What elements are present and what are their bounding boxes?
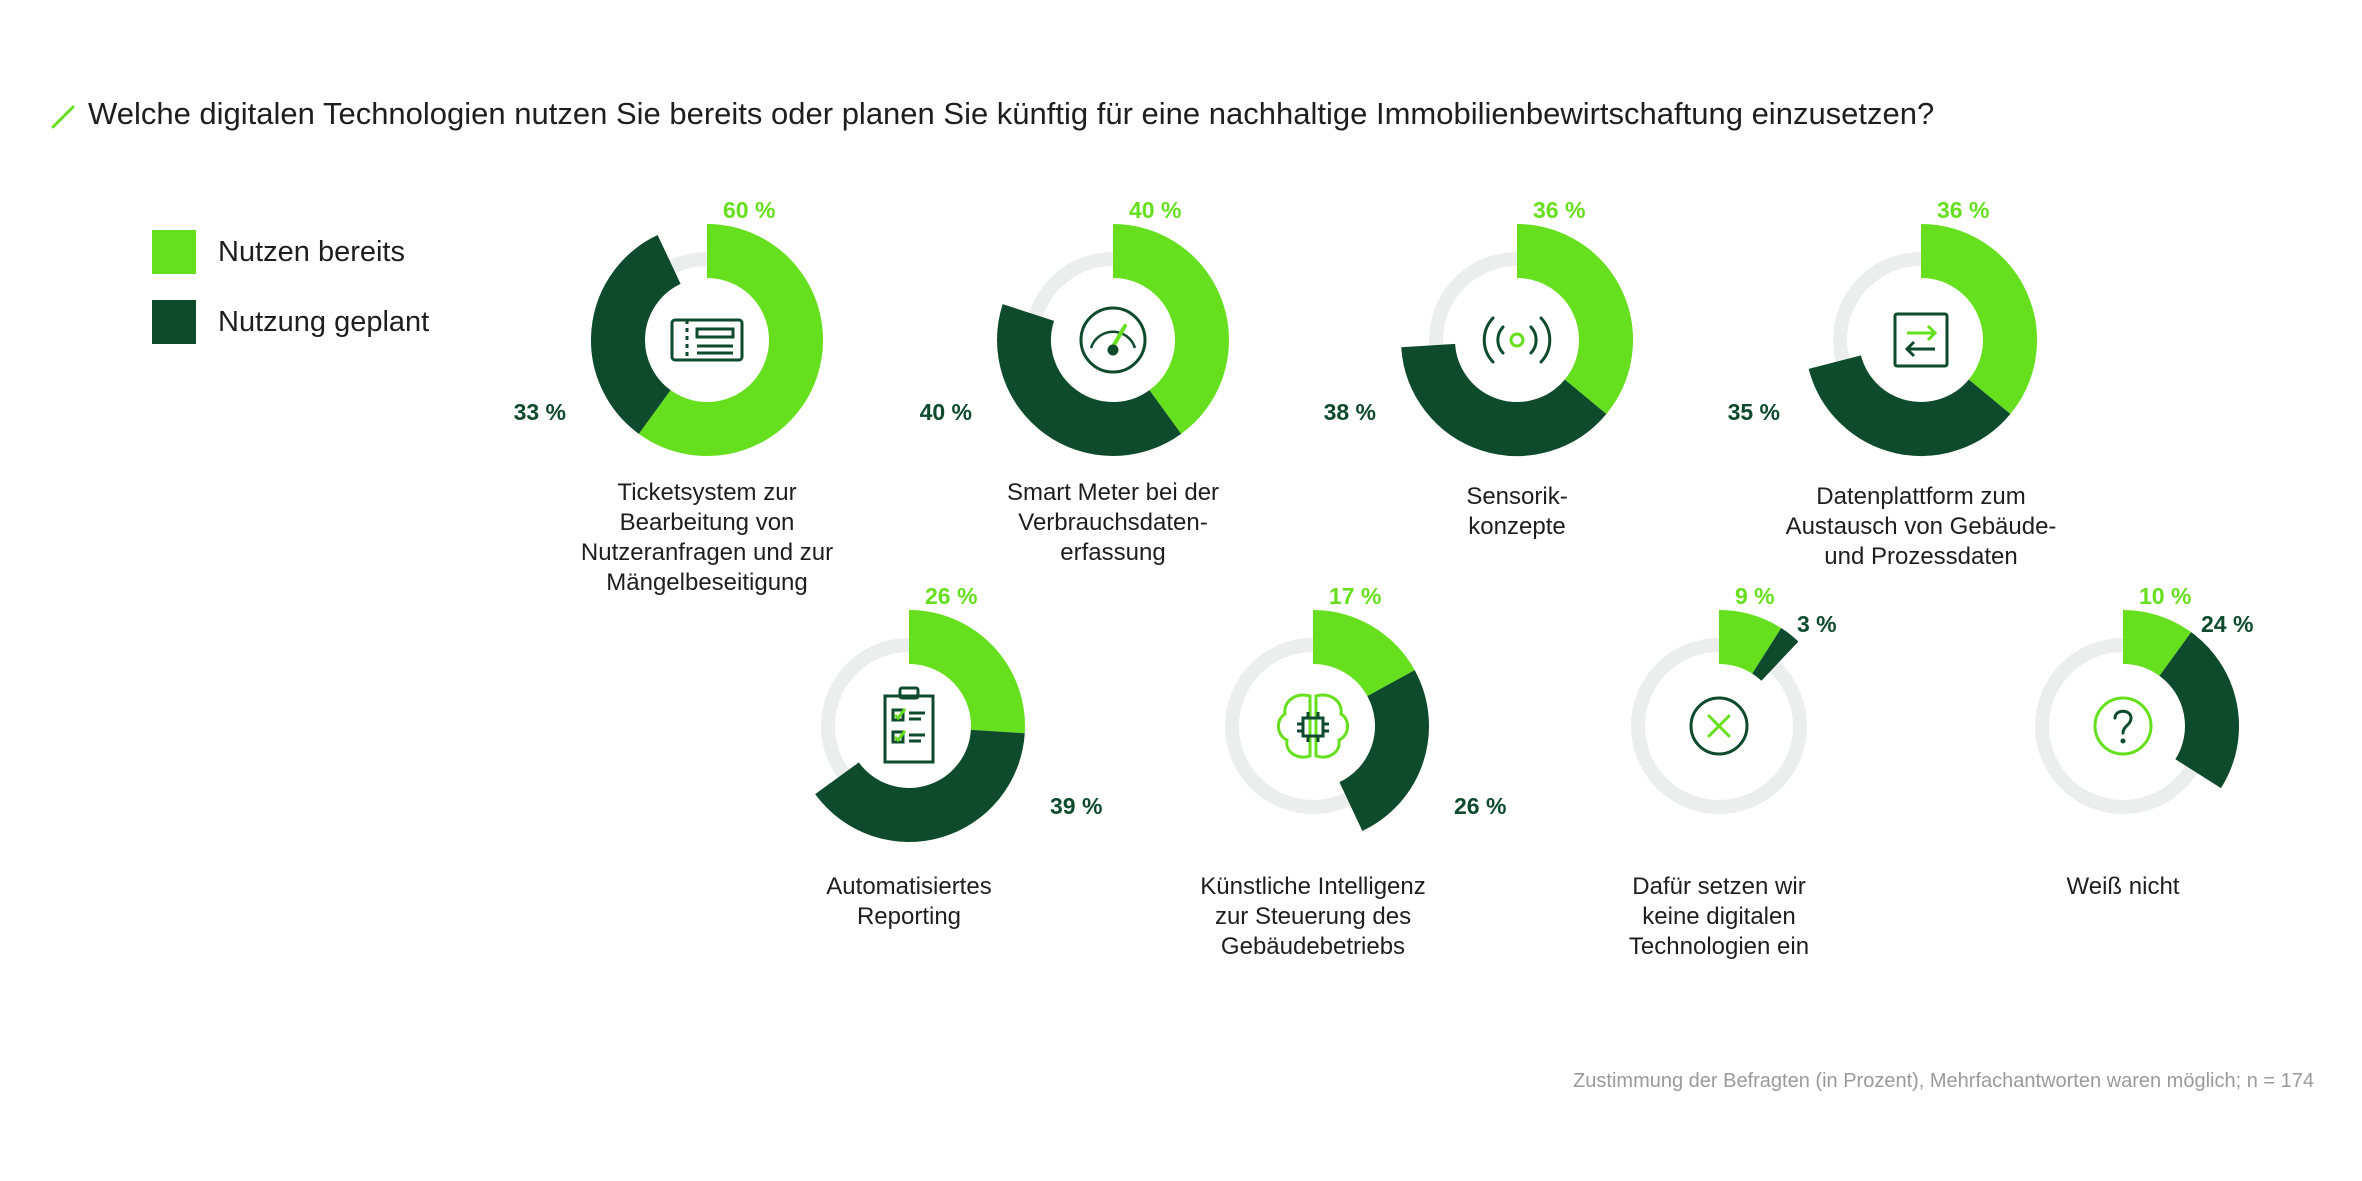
footnote: Zustimmung der Befragten (in Prozent), M… [1573,1070,2314,1092]
caption-ki: Künstliche Intelligenz zur Steuerung des G… [1133,872,1493,962]
donut-ki [1225,610,1429,831]
caption-line: Technologien ein [1628,933,1810,960]
label-used-smart-meter: 40 % [1129,197,1181,223]
caption-line: Reporting [856,903,962,930]
caption-keine: Dafür setzen wir keine digitalen Technolog… [1539,872,1899,962]
caption-smart-meter: Smart Meter bei der Verbrauchsdaten-erfas… [933,478,1293,568]
label-planned-reporting: 39 % [1050,793,1102,819]
label-used-ki: 17 % [1329,583,1381,609]
caption-line: Mängelbeseitigung [606,569,808,596]
label-planned-ticketsystem: 33 % [514,399,566,425]
caption-line: Weiß nicht [2066,873,2180,900]
caption-line: Verbrauchsdaten- [1018,509,1208,536]
icon-smart-meter [1079,306,1147,374]
caption-line: Bearbeitung von [619,509,795,536]
caption-reporting: Automatisiertes Reporting [729,872,1089,932]
slice-planned-weiss-nicht [2158,632,2239,789]
donut-datenplattform [1808,224,2037,456]
caption-line: Dafür setzen wir [1632,873,1806,900]
label-planned-ki: 26 % [1454,793,1506,819]
icon-ticketsystem [670,318,744,362]
caption-weiss-nicht: Weiß nicht [1943,872,2303,902]
slice-used-sensorik [1515,224,1633,414]
caption-line: Austausch von Gebäude- [1785,513,2057,540]
slice-planned-ki [1338,670,1429,831]
label-planned-datenplattform: 35 % [1728,399,1780,425]
legend-swatch-planned [152,300,196,344]
slice-used-datenplattform [1919,224,2037,414]
caption-line: keine digitalen [1642,903,1796,930]
caption-line: Nutzeranfragen und zur [580,539,834,566]
caption-line: Gebäudebetriebs [1220,933,1406,960]
label-planned-sensorik: 38 % [1324,399,1376,425]
caption-ticketsystem: Ticketsystem zur Bearbeitung von Nutzeranf… [527,478,887,598]
label-used-datenplattform: 36 % [1937,197,1989,223]
icon-keine [1689,696,1749,756]
slice-planned-smart-meter [997,304,1182,456]
donut-reporting [815,610,1025,842]
caption-sensorik: Sensorik-konzepte [1337,482,1697,542]
legend-label-used: Nutzen bereits [218,235,405,268]
slice-planned-datenplattform [1808,354,2011,456]
slice-used-weiss-nicht [2121,610,2192,677]
caption-line: erfassung [1060,539,1166,566]
slice-used-ki [1311,610,1415,698]
caption-line: Künstliche Intelligenz [1200,873,1426,900]
caption-line: konzepte [1468,513,1566,540]
donut-smart-meter [997,224,1229,456]
label-used-ticketsystem: 60 % [723,197,775,223]
label-used-weiss-nicht: 10 % [2139,583,2191,609]
donut-ticketsystem [591,224,823,456]
icon-sensorik [1482,316,1552,364]
caption-line: Smart Meter bei der [1006,479,1220,506]
label-used-reporting: 26 % [925,583,977,609]
caption-line: Sensorik- [1466,483,1568,510]
slice-planned-reporting [815,728,1025,842]
caption-line: Datenplattform zum [1816,483,2026,510]
donut-sensorik [1401,224,1633,456]
slice-planned-sensorik [1401,342,1607,456]
caption-datenplattform: Datenplattform zum Austausch von Gebäude-… [1741,482,2101,572]
title-slash-icon [51,105,75,129]
icon-reporting [883,686,935,764]
slice-used-keine [1717,610,1782,675]
slice-used-smart-meter [1112,224,1229,434]
slice-used-ticketsystem [638,224,823,456]
chart-title: Welche digitalen Technologien nutzen Sie… [88,96,1935,131]
legend-label-planned: Nutzung geplant [218,305,430,338]
label-planned-weiss-nicht: 24 % [2201,611,2253,637]
donut-track-keine [1631,638,1807,814]
label-planned-smart-meter: 40 % [920,399,972,425]
icon-weiss-nicht [2093,696,2153,756]
icon-datenplattform [1893,312,1949,368]
caption-line: und Prozessdaten [1824,543,2018,570]
legend-swatch-used [152,230,196,274]
donut-keine [1631,610,1807,814]
slice-used-reporting [907,610,1025,734]
slice-planned-ticketsystem [591,235,682,434]
legend-item-planned: Nutzung geplant [152,300,429,344]
label-planned-keine: 3 % [1797,611,1837,637]
caption-line: Ticketsystem zur [617,479,797,506]
label-used-keine: 9 % [1735,583,1775,609]
caption-line: zur Steuerung des [1214,903,1412,930]
donut-weiss-nicht [2035,610,2239,814]
legend-item-used: Nutzen bereits [152,230,405,274]
label-used-sensorik: 36 % [1533,197,1585,223]
slice-planned-keine [1751,628,1799,682]
icon-ki [1277,693,1349,759]
caption-line: Automatisiertes [826,873,992,900]
